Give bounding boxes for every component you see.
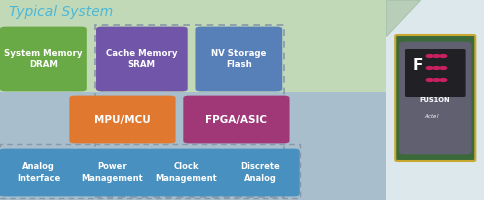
FancyBboxPatch shape	[146, 149, 226, 196]
Circle shape	[439, 79, 446, 81]
FancyBboxPatch shape	[394, 35, 474, 161]
Text: FPGA/ASIC: FPGA/ASIC	[205, 114, 267, 124]
Text: Clock
Management: Clock Management	[155, 162, 217, 183]
Text: Power
Management: Power Management	[81, 162, 143, 183]
FancyBboxPatch shape	[195, 27, 282, 91]
Text: Typical System: Typical System	[9, 5, 113, 19]
Text: Discrete
Analog: Discrete Analog	[240, 162, 279, 183]
FancyBboxPatch shape	[96, 27, 187, 91]
Bar	[0, 144, 299, 198]
FancyBboxPatch shape	[404, 49, 465, 97]
Text: System Memory
DRAM: System Memory DRAM	[4, 49, 82, 69]
FancyBboxPatch shape	[0, 0, 385, 200]
Circle shape	[432, 55, 439, 57]
Text: FUS1ON: FUS1ON	[419, 97, 450, 103]
Circle shape	[439, 55, 446, 57]
Circle shape	[425, 79, 432, 81]
FancyBboxPatch shape	[398, 42, 470, 154]
FancyBboxPatch shape	[220, 149, 299, 196]
FancyBboxPatch shape	[183, 96, 289, 143]
Text: MPU/MCU: MPU/MCU	[94, 114, 151, 124]
Circle shape	[439, 67, 446, 69]
Circle shape	[425, 67, 432, 69]
Text: $\it{Actel}$: $\it{Actel}$	[423, 112, 439, 120]
FancyBboxPatch shape	[69, 96, 175, 143]
Circle shape	[432, 79, 439, 81]
Text: F: F	[412, 58, 423, 73]
Bar	[94, 25, 283, 197]
FancyBboxPatch shape	[0, 27, 87, 91]
Text: NV Storage
Flash: NV Storage Flash	[211, 49, 266, 69]
FancyBboxPatch shape	[73, 149, 152, 196]
FancyBboxPatch shape	[0, 92, 385, 200]
Circle shape	[425, 55, 432, 57]
Text: Analog
Interface: Analog Interface	[17, 162, 60, 183]
Polygon shape	[385, 0, 484, 200]
FancyBboxPatch shape	[0, 149, 78, 196]
Text: Cache Memory
SRAM: Cache Memory SRAM	[106, 49, 177, 69]
Polygon shape	[385, 0, 419, 36]
Circle shape	[432, 67, 439, 69]
